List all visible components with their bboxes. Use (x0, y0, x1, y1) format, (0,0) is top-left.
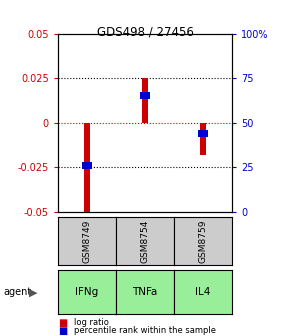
Text: agent: agent (3, 287, 31, 297)
Text: log ratio: log ratio (74, 318, 109, 327)
Bar (198, 130, 208, 137)
Bar (140, 92, 150, 99)
Text: GSM8749: GSM8749 (82, 219, 92, 263)
Bar (84, 123, 90, 212)
Text: IL4: IL4 (195, 287, 211, 297)
Text: ■: ■ (58, 318, 67, 328)
Text: IFNg: IFNg (75, 287, 99, 297)
Bar (82, 162, 92, 169)
Text: GSM8754: GSM8754 (140, 219, 150, 263)
Text: GSM8759: GSM8759 (198, 219, 208, 263)
Text: ■: ■ (58, 326, 67, 336)
Text: ▶: ▶ (29, 287, 38, 297)
Text: percentile rank within the sample: percentile rank within the sample (74, 327, 216, 335)
Text: TNFa: TNFa (132, 287, 158, 297)
Bar (142, 78, 148, 123)
Bar (200, 123, 206, 155)
Text: GDS498 / 27456: GDS498 / 27456 (97, 25, 193, 38)
